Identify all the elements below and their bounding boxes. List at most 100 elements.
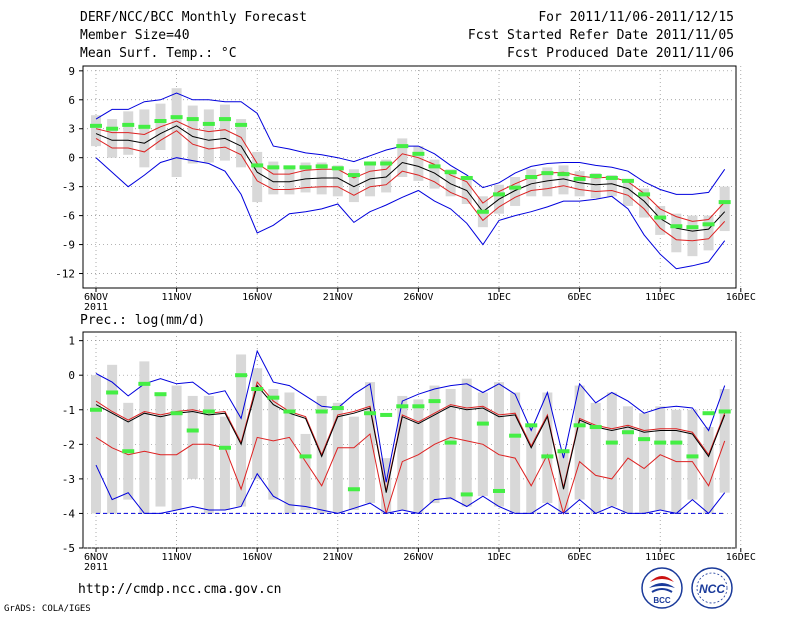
x-year-label: 2011 — [84, 302, 108, 313]
ensemble-spread-bar — [574, 385, 585, 500]
forecast-marker — [638, 192, 651, 197]
forecast-marker — [396, 144, 409, 149]
forecast-marker — [299, 165, 312, 170]
forecast-marker — [686, 454, 699, 459]
ensemble-spread-bar — [107, 119, 118, 158]
forecast-marker — [621, 430, 634, 435]
x-tick-label: 11DEC — [645, 292, 675, 303]
forecast-marker — [589, 425, 602, 430]
forecast-marker — [525, 423, 538, 428]
ncc-logo-icon: NCC — [691, 567, 733, 609]
forecast-marker — [218, 445, 231, 450]
ensemble-spread-bar — [381, 159, 392, 193]
forecast-marker — [186, 428, 199, 433]
ensemble-spread-bar — [590, 402, 601, 514]
forecast-marker — [428, 164, 441, 169]
forecast-marker — [299, 454, 312, 459]
x-tick-label: 11NOV — [162, 292, 192, 303]
y-tick-label: 1 — [68, 335, 75, 348]
forecast-marker — [122, 449, 135, 454]
ensemble-spread-bar — [655, 406, 666, 510]
ensemble-spread-bar — [655, 205, 666, 235]
forecast-marker — [557, 172, 570, 177]
forecast-marker — [90, 407, 102, 412]
panel-frame-temp — [82, 65, 737, 289]
ensemble-spread-bar — [187, 105, 198, 164]
ensemble-spread-bar — [348, 169, 359, 203]
ensemble-spread-bar — [171, 88, 182, 177]
ensemble-spread-bar — [413, 146, 424, 181]
x-tick-label: 6DEC — [568, 552, 592, 563]
forecast-produced-date: Fcst Produced Date 2011/11/06 — [507, 46, 734, 61]
ensemble-spread-bar — [91, 375, 101, 514]
y-tick-label: 0 — [68, 152, 75, 165]
ensemble-spread-bar — [397, 395, 408, 510]
forecast-marker — [380, 161, 393, 166]
ensemble-spread-bar — [397, 138, 408, 177]
forecast-marker — [444, 440, 457, 445]
ensemble-spread-bar — [348, 416, 359, 510]
y-tick-label: 3 — [68, 123, 75, 136]
forecast-marker — [557, 449, 570, 454]
forecast-marker — [670, 224, 683, 229]
series-plus-sd-line — [95, 120, 726, 222]
ensemble-spread-bar — [542, 167, 553, 197]
forecast-marker — [202, 121, 215, 126]
forecast-marker — [170, 411, 183, 416]
x-tick-label: 16NOV — [242, 292, 272, 303]
x-tick-label: 11NOV — [162, 552, 192, 563]
ensemble-spread-bar — [300, 433, 311, 510]
x-tick-label: 26NOV — [403, 552, 433, 563]
series-minus-sd-line — [95, 433, 726, 516]
ensemble-spread-bar — [187, 395, 198, 479]
ensemble-spread-bar — [639, 188, 650, 218]
forecast-marker — [654, 440, 667, 445]
bcc-logo-text: BCC — [653, 596, 671, 605]
forecast-marker — [412, 404, 425, 409]
forecast-marker — [331, 166, 344, 171]
ensemble-spread-bar — [574, 171, 585, 197]
series-mean-line — [95, 384, 726, 493]
series-mean-line — [95, 125, 726, 232]
forecast-marker — [283, 409, 296, 414]
forecast-marker — [605, 175, 618, 180]
forecast-marker — [702, 222, 715, 227]
forecast-marker — [364, 411, 377, 416]
x-tick-label: 11DEC — [645, 552, 675, 563]
y-tick-label: -2 — [62, 438, 75, 451]
ensemble-spread-bar — [622, 406, 633, 514]
forecast-marker — [493, 192, 505, 197]
y-tick-label: -1 — [62, 404, 75, 417]
forecast-marker — [347, 487, 360, 492]
ensemble-spread-bar — [606, 392, 617, 507]
series-minus-sd-line — [95, 130, 726, 242]
ensemble-spread-bar — [429, 159, 440, 189]
y-tick-label: -12 — [55, 268, 75, 281]
ensemble-spread-bar — [526, 427, 537, 514]
x-tick-label: 16NOV — [242, 552, 272, 563]
x-tick-label: 6NOV — [84, 292, 108, 303]
ensemble-spread-bar — [639, 413, 650, 514]
forecast-marker — [621, 178, 634, 183]
forecast-marker — [267, 395, 280, 400]
forecast-marker — [106, 390, 119, 395]
ensemble-spread-bar — [300, 162, 311, 193]
grads-credit: GrADS: COLA/IGES — [4, 604, 91, 614]
ensemble-spread-bar — [107, 364, 118, 514]
y-tick-label: -9 — [62, 239, 75, 252]
ensemble-spread-bar — [703, 427, 714, 514]
forecast-marker — [541, 171, 554, 176]
forecast-marker — [509, 185, 522, 190]
ensemble-spread-bar — [252, 151, 263, 203]
ensemble-spread-bar — [510, 177, 521, 206]
forecast-marker — [106, 126, 119, 131]
member-size-label: Member Size=40 — [80, 28, 190, 43]
forecast-marker — [412, 151, 425, 156]
forecast-marker — [90, 123, 102, 128]
x-tick-label: 21NOV — [323, 552, 353, 563]
source-url[interactable]: http://cmdp.ncc.cma.gov.cn — [78, 582, 282, 597]
forecast-marker — [122, 122, 135, 127]
x-tick-label: 6NOV — [84, 552, 108, 563]
forecast-marker — [331, 406, 344, 411]
